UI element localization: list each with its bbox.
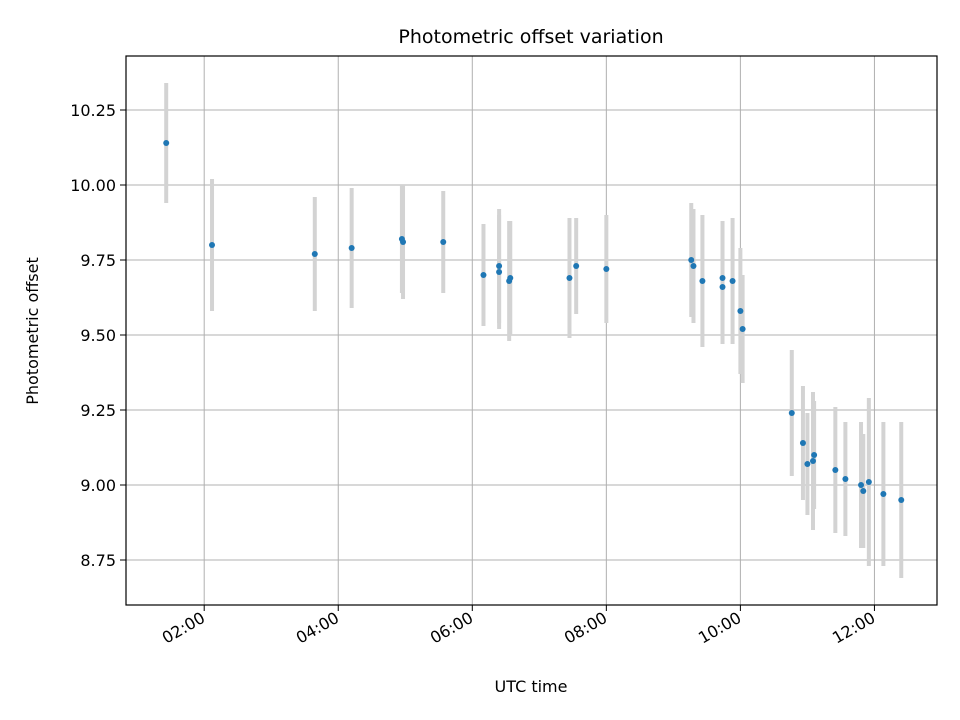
data-point — [603, 266, 610, 272]
data-point — [480, 272, 487, 278]
y-tick-label: 10.00 — [70, 176, 116, 195]
data-point — [810, 458, 817, 464]
y-tick-label: 8.75 — [80, 551, 116, 570]
data-point — [688, 257, 695, 263]
data-point — [788, 410, 795, 416]
data-point — [737, 308, 744, 314]
data-point — [880, 491, 887, 497]
data-point — [865, 479, 872, 485]
data-point — [209, 242, 216, 248]
data-point — [729, 278, 736, 284]
y-axis-label: Photometric offset — [23, 257, 42, 405]
data-point — [699, 278, 706, 284]
data-point — [496, 269, 503, 275]
data-point — [799, 440, 806, 446]
plot-frame — [125, 55, 938, 606]
data-point — [163, 140, 170, 146]
y-tick-label: 9.75 — [80, 251, 116, 270]
y-tick-label: 10.25 — [70, 101, 116, 120]
data-point — [832, 467, 839, 473]
data-point — [573, 263, 580, 269]
data-point — [348, 245, 355, 251]
grid-lines — [126, 56, 937, 605]
data-point — [898, 497, 905, 503]
y-tick-label: 9.25 — [80, 401, 116, 420]
data-point — [690, 263, 697, 269]
data-point — [842, 476, 849, 482]
data-point — [440, 239, 447, 245]
data-point — [311, 251, 318, 257]
y-axis-ticks: 8.75 9.00 9.25 9.50 9.75 10.00 10.25 — [70, 101, 126, 570]
chart-title: Photometric offset variation — [398, 26, 663, 48]
data-point — [507, 275, 514, 281]
x-axis-label: UTC time — [495, 677, 568, 696]
data-point — [739, 326, 746, 332]
data-point — [719, 284, 726, 290]
data-point — [566, 275, 573, 281]
data-point — [860, 488, 867, 494]
data-point — [400, 239, 407, 245]
data-point — [719, 275, 726, 281]
y-tick-label: 9.50 — [80, 326, 116, 345]
data-points — [163, 140, 905, 503]
data-point — [858, 482, 865, 488]
data-point — [811, 452, 818, 458]
data-point — [496, 263, 503, 269]
y-tick-label: 9.00 — [80, 476, 116, 495]
data-point — [804, 461, 811, 467]
